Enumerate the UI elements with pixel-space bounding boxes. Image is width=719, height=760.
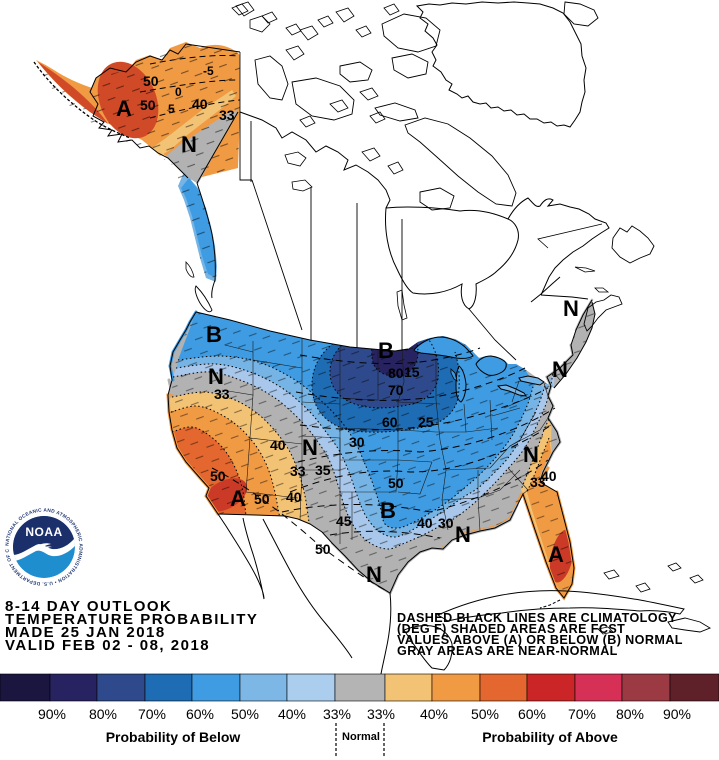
svg-text:45: 45 bbox=[336, 513, 352, 529]
svg-text:50: 50 bbox=[143, 73, 159, 89]
svg-text:25: 25 bbox=[418, 414, 434, 430]
svg-text:30: 30 bbox=[349, 434, 365, 450]
svg-text:50%: 50% bbox=[231, 706, 259, 722]
svg-text:40: 40 bbox=[541, 468, 557, 484]
svg-text:5: 5 bbox=[168, 102, 175, 116]
svg-text:90%: 90% bbox=[663, 706, 691, 722]
svg-text:N: N bbox=[523, 442, 539, 467]
svg-text:N: N bbox=[181, 132, 197, 157]
svg-text:A: A bbox=[548, 542, 564, 567]
svg-text:TEMPERATURE PROBABILITY: TEMPERATURE PROBABILITY bbox=[5, 611, 258, 628]
svg-text:NOAA: NOAA bbox=[25, 525, 62, 539]
svg-text:Probability of Below: Probability of Below bbox=[106, 729, 241, 745]
svg-text:8-14 DAY OUTLOOK: 8-14 DAY OUTLOOK bbox=[5, 598, 172, 615]
svg-text:A: A bbox=[230, 486, 246, 511]
svg-text:33%: 33% bbox=[367, 706, 395, 722]
svg-text:B: B bbox=[380, 498, 396, 523]
svg-text:80: 80 bbox=[388, 365, 404, 381]
svg-text:B: B bbox=[206, 322, 222, 347]
svg-text:50%: 50% bbox=[471, 706, 499, 722]
svg-text:35: 35 bbox=[315, 462, 331, 478]
svg-text:N: N bbox=[455, 522, 471, 547]
svg-text:33%: 33% bbox=[323, 706, 351, 722]
svg-text:33: 33 bbox=[219, 107, 235, 123]
svg-text:N: N bbox=[552, 357, 568, 382]
svg-text:N: N bbox=[302, 435, 318, 460]
svg-text:40%: 40% bbox=[420, 706, 448, 722]
svg-text:15: 15 bbox=[404, 364, 420, 380]
svg-text:33: 33 bbox=[530, 474, 546, 490]
svg-text:N: N bbox=[208, 364, 224, 389]
svg-text:(DEG F) SHADED AREAS ARE FCST: (DEG F) SHADED AREAS ARE FCST bbox=[397, 622, 625, 636]
svg-text:50: 50 bbox=[315, 541, 331, 557]
svg-text:MADE 25 JAN 2018: MADE 25 JAN 2018 bbox=[5, 624, 166, 641]
svg-text:60: 60 bbox=[382, 414, 398, 430]
svg-text:50: 50 bbox=[254, 491, 270, 507]
svg-text:40: 40 bbox=[417, 515, 433, 531]
svg-text:DASHED BLACK LINES ARE CLIMATO: DASHED BLACK LINES ARE CLIMATOLOGY bbox=[397, 611, 677, 625]
svg-text:50: 50 bbox=[210, 468, 226, 484]
svg-text:VALID FEB 02 - 08, 2018: VALID FEB 02 - 08, 2018 bbox=[5, 637, 210, 654]
svg-text:40: 40 bbox=[270, 437, 286, 453]
svg-text:70%: 70% bbox=[138, 706, 166, 722]
svg-text:70: 70 bbox=[388, 382, 404, 398]
svg-text:A: A bbox=[116, 96, 132, 121]
svg-text:40: 40 bbox=[192, 96, 208, 112]
svg-text:40: 40 bbox=[286, 489, 302, 505]
svg-text:30: 30 bbox=[438, 515, 454, 531]
svg-text:VALUES ABOVE (A) OR BELOW (B): VALUES ABOVE (A) OR BELOW (B) NORMAL bbox=[397, 633, 683, 647]
svg-text:Probability of Above: Probability of Above bbox=[482, 729, 618, 745]
svg-text:Normal: Normal bbox=[342, 731, 380, 743]
svg-text:0: 0 bbox=[175, 85, 182, 99]
svg-text:N: N bbox=[563, 296, 579, 321]
svg-text:80%: 80% bbox=[616, 706, 644, 722]
svg-text:B: B bbox=[378, 338, 394, 363]
svg-text:33: 33 bbox=[214, 386, 230, 402]
svg-text:GRAY AREAS ARE NEAR-NORMAL: GRAY AREAS ARE NEAR-NORMAL bbox=[397, 644, 618, 658]
svg-text:33: 33 bbox=[290, 463, 306, 479]
svg-text:60%: 60% bbox=[518, 706, 546, 722]
svg-text:N: N bbox=[366, 562, 382, 587]
svg-text:50: 50 bbox=[388, 475, 404, 491]
svg-text:70%: 70% bbox=[568, 706, 596, 722]
svg-text:90%: 90% bbox=[38, 706, 66, 722]
svg-text:50: 50 bbox=[140, 97, 156, 113]
svg-text:40%: 40% bbox=[278, 706, 306, 722]
svg-text:80%: 80% bbox=[89, 706, 117, 722]
svg-text:-5: -5 bbox=[203, 64, 214, 78]
svg-text:60%: 60% bbox=[186, 706, 214, 722]
